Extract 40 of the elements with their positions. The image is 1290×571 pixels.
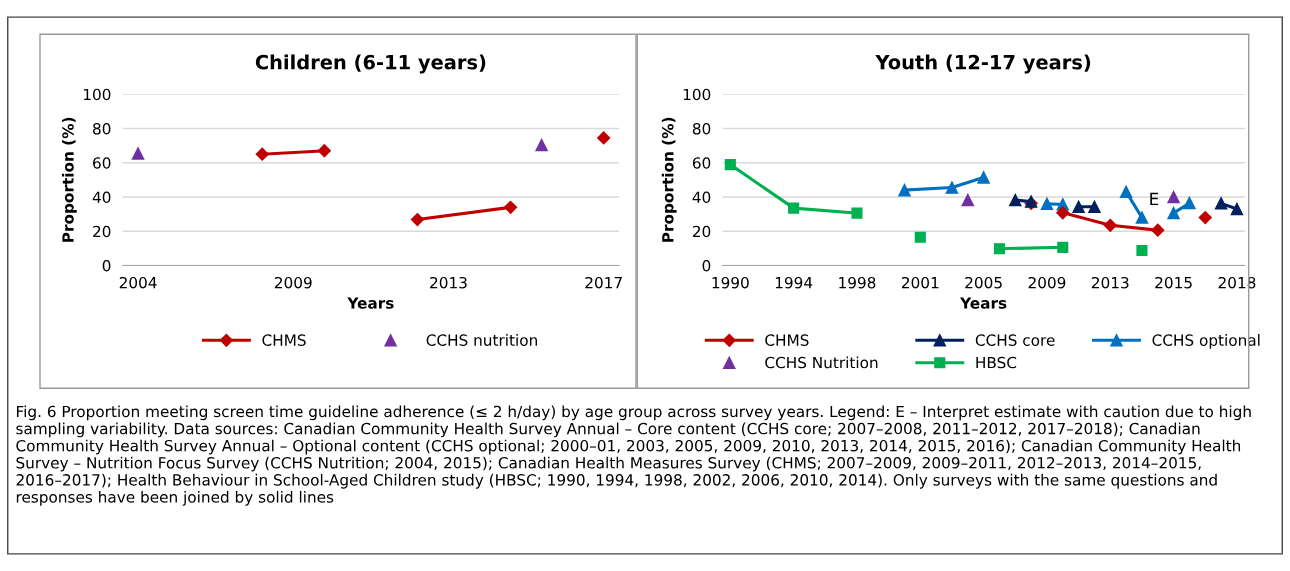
x-tick-label: 2013 — [1091, 276, 1129, 289]
caption: Fig. 6 Proportion meeting screen time guideline adherence (≤ 2 h/day) by age group across survey years. Legend: E – Interpret estimate with caution due to high sampling variability. Data sources: Canadian Community Health Survey Annual – Core content (CCHS core; 2007–2008, 2011–2012, 2017–2018); Canadian Community Health Survey Annual – Optional content (CCHS optional; 2000–01, 2003, 2005, 2009, 2010, 2013, 2014, 2015, 2016); Canadian Community Health Survey – Nutrition Focus Survey (CCHS Nutrition; 2004, 2015); Canadian Health Measures Survey (CHMS; 2007–2009, 2009–2011, 2012–2013, 2014–2015, 2016–2017); Health Behaviour in School-Aged Children study (HBSC; 1990, 1994, 1998, 2002, 2006, 2010, 2014). Only surveys with the same questions and responses have been joined by solid lines — [16, 405, 1251, 506]
y-tick-label: 0 — [702, 259, 711, 272]
x-tick-label: 1998 — [839, 276, 876, 289]
x-tick-label: 2004 — [119, 276, 157, 289]
y-tick-label: 40 — [692, 191, 711, 204]
legend-label: CCHS optional — [1152, 334, 1260, 349]
y-tick-label: 40 — [92, 191, 111, 204]
x-tick-label: 2018 — [1218, 276, 1256, 289]
chart-title: Children (6-11 years) — [255, 54, 486, 74]
y-tick-label: 100 — [83, 88, 111, 101]
chart-title: Youth (12-17 years) — [875, 54, 1091, 74]
x-tick-label: 1990 — [712, 276, 749, 289]
y-tick-label: 20 — [692, 225, 711, 238]
y-tick-label: 60 — [93, 157, 111, 169]
legend-label: CHMS — [765, 334, 809, 346]
y-tick-label: 80 — [93, 122, 111, 135]
x-tick-label: 1994 — [775, 276, 813, 289]
x-tick-label: 2015 — [1155, 276, 1192, 289]
y-tick-label: 20 — [93, 225, 111, 238]
x-tick-label: 2013 — [430, 276, 467, 289]
y-tick-label: 100 — [683, 88, 711, 101]
legend-label: CHMS — [262, 334, 306, 346]
y-tick-label: 0 — [102, 259, 111, 272]
x-tick-label: 2017 — [585, 276, 622, 289]
x-axis-title: Years — [347, 297, 394, 309]
x-axis-title: Years — [959, 297, 1007, 309]
y-axis-title: Proportion (%) — [661, 117, 677, 242]
x-tick-label: 2005 — [965, 276, 1002, 289]
annotation: E — [1150, 192, 1159, 206]
legend-label: CCHS Nutrition — [765, 356, 878, 369]
x-tick-label: 2009 — [274, 276, 312, 289]
x-tick-label: 2009 — [1028, 276, 1066, 289]
legend-label: HBSC — [976, 356, 1017, 369]
x-tick-label: 2001 — [901, 276, 939, 289]
legend-label: CCHS nutrition — [426, 334, 537, 346]
y-axis-title: Proportion (%) — [61, 117, 77, 242]
y-tick-label: 60 — [692, 157, 711, 169]
legend-label: CCHS core — [975, 334, 1055, 346]
y-tick-label: 80 — [692, 122, 711, 135]
